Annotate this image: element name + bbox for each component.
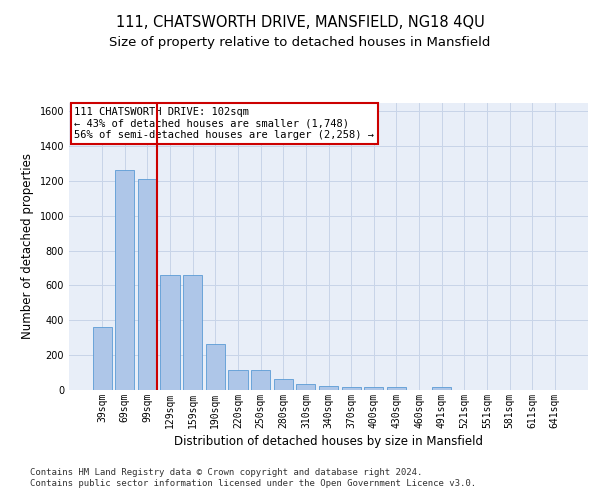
Bar — [160, 275, 180, 390]
Bar — [138, 179, 157, 390]
Bar — [341, 386, 361, 390]
Text: Contains HM Land Registry data © Crown copyright and database right 2024.
Contai: Contains HM Land Registry data © Crown c… — [30, 468, 476, 487]
Bar — [364, 388, 383, 390]
Bar — [274, 378, 293, 390]
Bar — [92, 328, 112, 390]
Bar — [206, 344, 225, 390]
Bar — [183, 275, 202, 390]
X-axis label: Distribution of detached houses by size in Mansfield: Distribution of detached houses by size … — [174, 435, 483, 448]
Text: 111 CHATSWORTH DRIVE: 102sqm
← 43% of detached houses are smaller (1,748)
56% of: 111 CHATSWORTH DRIVE: 102sqm ← 43% of de… — [74, 107, 374, 140]
Y-axis label: Number of detached properties: Number of detached properties — [21, 153, 34, 340]
Bar — [229, 370, 248, 390]
Text: 111, CHATSWORTH DRIVE, MANSFIELD, NG18 4QU: 111, CHATSWORTH DRIVE, MANSFIELD, NG18 4… — [116, 15, 484, 30]
Bar — [296, 384, 316, 390]
Bar — [432, 386, 451, 390]
Bar — [115, 170, 134, 390]
Bar — [319, 386, 338, 390]
Bar — [387, 388, 406, 390]
Bar — [251, 370, 270, 390]
Text: Size of property relative to detached houses in Mansfield: Size of property relative to detached ho… — [109, 36, 491, 49]
